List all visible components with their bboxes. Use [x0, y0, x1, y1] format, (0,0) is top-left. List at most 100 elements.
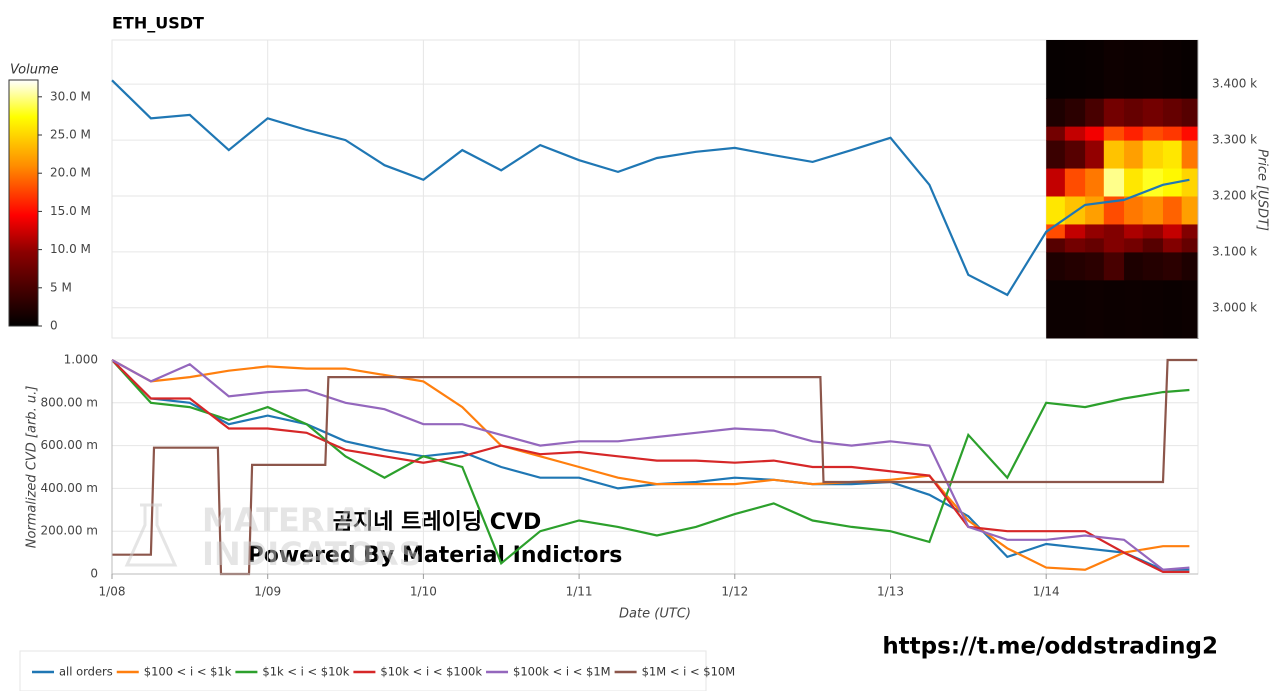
heatmap-cell	[1124, 140, 1144, 169]
heatmap-cell	[1181, 98, 1199, 127]
x-tick-label: 1/13	[877, 585, 904, 599]
heatmap-cell	[1046, 251, 1066, 281]
heatmap-cell	[1162, 195, 1183, 225]
x-tick-label: 1/09	[254, 585, 281, 599]
heatmap-cell	[1181, 237, 1199, 253]
heatmap-cell	[1142, 223, 1164, 239]
heatmap-cell	[1085, 126, 1105, 141]
series-line	[111, 79, 1190, 297]
heatmap-cell	[1046, 279, 1066, 339]
heatmap-cell	[1085, 98, 1105, 127]
legend-label: $10k < i < $100k	[380, 665, 482, 679]
heatmap-cell	[1124, 223, 1144, 239]
series-line	[111, 359, 1190, 571]
colorbar-tick-label: 0	[50, 319, 58, 333]
logo-icon	[124, 503, 178, 567]
heatmap-cell	[1181, 223, 1199, 239]
y-tick-label: 600.00 m	[41, 438, 99, 452]
heatmap-cell	[1064, 237, 1086, 253]
heatmap-cell	[1162, 40, 1183, 99]
heatmap-cell	[1103, 251, 1125, 281]
x-tick-label: 1/08	[99, 585, 126, 599]
logo-text: MATERIAL	[202, 501, 382, 539]
heatmap-cell	[1162, 140, 1183, 169]
heatmap-cell	[1046, 237, 1066, 253]
heatmap-cell	[1046, 40, 1066, 99]
heatmap-cell	[1181, 251, 1199, 281]
heatmap-cell	[1142, 98, 1164, 127]
y-tick-label: 3.300 k	[1212, 133, 1257, 147]
y-axis-label: Normalized CVD [arb. u.]	[25, 386, 40, 549]
x-tick-label: 1/10	[410, 585, 437, 599]
heatmap-cell	[1085, 279, 1105, 339]
link-text[interactable]: https://t.me/oddstrading2	[882, 634, 1218, 660]
colorbar-tick-label: 20.0 M	[50, 166, 91, 180]
heatmap-cell	[1124, 195, 1144, 225]
heatmap-cell	[1142, 195, 1164, 225]
heatmap-cell	[1142, 40, 1164, 99]
watermark: Powered By Material Indictors	[248, 543, 623, 568]
colorbar-tick-label: 15.0 M	[50, 204, 91, 218]
heatmap-cell	[1162, 237, 1183, 253]
heatmap-cell	[1064, 168, 1086, 197]
heatmap-cell	[1142, 251, 1164, 281]
heatmap-cell	[1142, 140, 1164, 169]
heatmap-cell	[1142, 168, 1164, 197]
heatmap-cell	[1085, 237, 1105, 253]
y-tick-label: 3.400 k	[1212, 77, 1257, 91]
heatmap-cell	[1085, 40, 1105, 99]
heatmap-cell	[1046, 168, 1066, 197]
heatmap-cell	[1162, 126, 1183, 141]
heatmap-cell	[1064, 195, 1086, 225]
heatmap-cell	[1064, 40, 1086, 99]
heatmap-cell	[1181, 168, 1199, 197]
heatmap-cell	[1103, 279, 1125, 339]
series-line	[111, 359, 1190, 566]
heatmap-cell	[1103, 195, 1125, 225]
x-tick-label: 1/11	[566, 585, 593, 599]
legend-label: $100k < i < $1M	[513, 665, 611, 679]
heatmap-cell	[1085, 251, 1105, 281]
heatmap-cell	[1124, 168, 1144, 197]
colorbar	[8, 79, 39, 327]
colorbar-tick-label: 30.0 M	[50, 89, 91, 103]
heatmap-cell	[1085, 195, 1105, 225]
heatmap-cell	[1103, 223, 1125, 239]
heatmap-cell	[1085, 168, 1105, 197]
heatmap-cell	[1124, 279, 1144, 339]
heatmap-cell	[1124, 251, 1144, 281]
heatmap-cell	[1124, 98, 1144, 127]
y-tick-label: 3.000 k	[1212, 300, 1257, 314]
legend-label: all orders	[59, 665, 113, 679]
heatmap-cell	[1142, 279, 1164, 339]
heatmap-cell	[1064, 126, 1086, 141]
heatmap-cell	[1103, 98, 1125, 127]
heatmap-cell	[1162, 279, 1183, 339]
legend-label: $1M < i < $10M	[642, 665, 736, 679]
heatmap-cell	[1064, 140, 1086, 169]
y-axis-label: Price [USDT]	[1255, 149, 1270, 231]
heatmap-cell	[1124, 126, 1144, 141]
heatmap-cell	[1103, 40, 1125, 99]
heatmap-cell	[1064, 251, 1086, 281]
heatmap-cell	[1162, 98, 1183, 127]
heatmap-cell	[1064, 279, 1086, 339]
heatmap-cell	[1181, 40, 1199, 99]
heatmap-cell	[1162, 223, 1183, 239]
logo-text: INDICATORS	[202, 535, 422, 573]
heatmap-cell	[1103, 126, 1125, 141]
heatmap-cell	[1162, 251, 1183, 281]
heatmap-cell	[1181, 195, 1199, 225]
heatmap-cell	[1085, 223, 1105, 239]
y-tick-label: 400.00 m	[41, 481, 99, 495]
y-tick-label: 0	[90, 567, 98, 581]
plot-frame	[111, 39, 1199, 339]
heatmap-cell	[1181, 140, 1199, 169]
heatmap-cell	[1085, 140, 1105, 169]
chart-title: ETH_USDT	[112, 14, 204, 33]
heatmap-cell	[1142, 126, 1164, 141]
heatmap-cell	[1103, 237, 1125, 253]
series-line	[111, 359, 1190, 573]
heatmap-cell	[1103, 168, 1125, 197]
